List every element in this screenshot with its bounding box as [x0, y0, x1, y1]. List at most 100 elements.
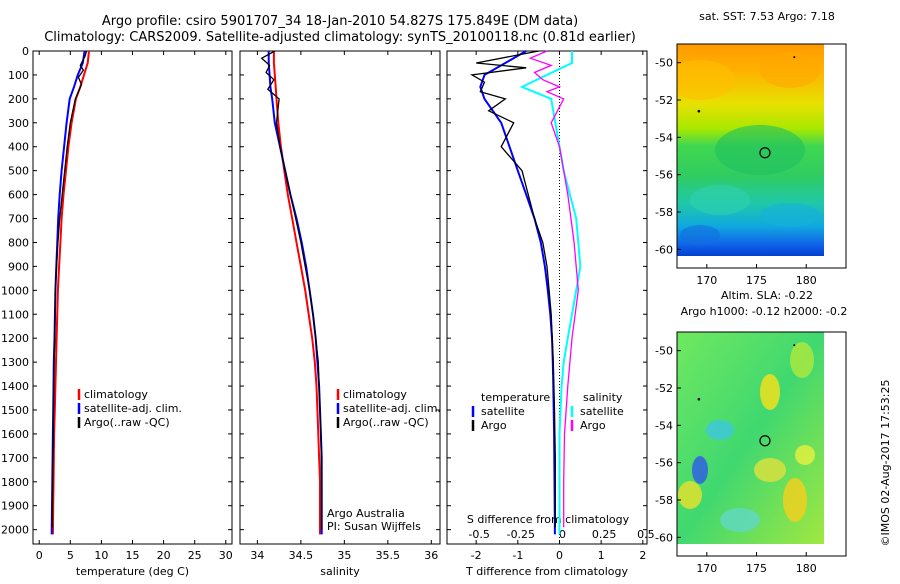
- x-axis-label: T difference from climatology: [465, 565, 628, 578]
- lon-tick-label: 175: [746, 562, 767, 575]
- lat-tick-label: -56: [655, 457, 673, 470]
- y-tick-label: 100: [8, 69, 29, 82]
- x-tick-label: 20: [157, 549, 171, 562]
- profile-panel-3: -2 -1 0 1 2 T difference from climatology -0.5…: [446, 50, 655, 578]
- map-blob: [720, 508, 760, 532]
- legend-heading-salinity: salinity: [583, 391, 623, 404]
- lat-tick-label: -50: [655, 57, 673, 70]
- x-tick-label: 10: [94, 549, 108, 562]
- lat-tick-label: -54: [655, 131, 673, 144]
- plot-frame: [32, 50, 233, 545]
- map-title: Altim. SLA: -0.22: [721, 289, 813, 302]
- s-tick-label: 0.5: [637, 528, 655, 541]
- map-texture: [678, 342, 815, 532]
- annotation-text: Argo Australia: [327, 507, 405, 520]
- y-tick-label: 1300: [1, 356, 29, 369]
- y-tick-label: 400: [8, 141, 29, 154]
- lat-tick-label: -50: [655, 345, 673, 358]
- map-panel-2: -50 -52 -54 -56 -58 -60 170 175 180 Altim. SLA: -…: [655, 289, 847, 575]
- y-tick-label: 1600: [1, 428, 29, 441]
- series-line-temperature-satellite: [479, 50, 556, 535]
- credit-text: ©IMOS 02-Aug-2017 17:53:25: [879, 380, 892, 547]
- map-subtitle: Argo h1000: -0.12 h2000: -0.2: [681, 305, 848, 318]
- s-tick-label: -0.5: [468, 528, 489, 541]
- y-tick-label: 1400: [1, 380, 29, 393]
- map-blob: [690, 185, 750, 215]
- annotation-text: PI: Susan Wijffels: [327, 520, 421, 533]
- legend-heading-temperature: temperature: [481, 391, 550, 404]
- lat-tick-label: -52: [655, 94, 673, 107]
- x-tick-label: 35: [337, 549, 351, 562]
- x-tick-label: 0: [36, 549, 43, 562]
- s-axis-label: S difference from climatology: [467, 513, 630, 526]
- series-line-argo-raw-qc-: [260, 50, 323, 530]
- x-tick-label: 30: [219, 549, 233, 562]
- map-panel-1: -50 -52 -54 -56 -58 -60 170 175 180 sat. SST: 7.5…: [655, 10, 847, 287]
- legend-label: Argo(..raw -QC): [343, 416, 429, 429]
- y-tick-label: 1200: [1, 332, 29, 345]
- lat-tick-label: -58: [655, 206, 673, 219]
- map-blob: [760, 203, 820, 227]
- lon-tick-label: 180: [796, 274, 817, 287]
- island-dot: [793, 344, 796, 347]
- map-blob: [790, 342, 814, 378]
- plot-frame: [239, 50, 441, 545]
- legend-label: Argo: [580, 419, 606, 432]
- map-texture: [677, 52, 820, 245]
- x-tick-label: 0: [556, 549, 563, 562]
- argo-location-marker: [759, 435, 771, 447]
- y-tick-label: 1000: [1, 284, 29, 297]
- lat-tick-label: -58: [655, 494, 673, 507]
- title-line2: Climatology: CARS2009. Satellite-adjuste…: [44, 30, 636, 45]
- series-line-argo-raw-qc-: [51, 50, 88, 528]
- s-tick-label: 0.25: [592, 528, 617, 541]
- legend-label: satellite-adj. clim.: [84, 402, 182, 415]
- x-tick-label: 25: [188, 549, 202, 562]
- y-tick-label: 1900: [1, 500, 29, 513]
- map-blob: [760, 52, 820, 88]
- y-tick-label: 200: [8, 93, 29, 106]
- x-tick-label: 34.5: [289, 549, 314, 562]
- series-line-climatology: [272, 51, 321, 535]
- lat-tick-label: -52: [655, 382, 673, 395]
- legend-label: Argo(..raw -QC): [84, 416, 170, 429]
- y-tick-label: 300: [8, 117, 29, 130]
- s-tick-label: 0: [559, 528, 566, 541]
- x-axis-label: salinity: [320, 565, 360, 578]
- profile-panel-1: 0100200300400500600700800900100011001200…: [1, 45, 233, 578]
- island-dot: [697, 109, 701, 113]
- x-tick-label: 15: [126, 549, 140, 562]
- argo-location-marker: [759, 147, 771, 159]
- island-dot: [793, 56, 796, 59]
- map-blob: [795, 445, 815, 465]
- map-blob: [692, 456, 708, 484]
- x-tick-label: 1: [598, 549, 605, 562]
- y-tick-label: 900: [8, 260, 29, 273]
- series-line-salinity-satellite: [519, 51, 582, 535]
- y-tick-label: 0: [22, 45, 29, 58]
- profile-panel-2: 34 34.5 35 35.5 36 salinity climatologysatelli…: [239, 50, 441, 578]
- y-tick-label: 1100: [1, 308, 29, 321]
- map-blob: [783, 478, 807, 522]
- lon-tick-label: 175: [746, 274, 767, 287]
- lat-tick-label: -54: [655, 419, 673, 432]
- map-blob: [678, 481, 702, 509]
- legend-label: climatology: [84, 388, 148, 401]
- map-title: sat. SST: 7.53 Argo: 7.18: [699, 10, 835, 23]
- title-line1: Argo profile: csiro 5901707_34 18-Jan-20…: [102, 14, 578, 29]
- legend-label: Argo: [481, 419, 507, 432]
- y-tick-label: 1700: [1, 452, 29, 465]
- x-tick-label: 36: [424, 549, 438, 562]
- legend-label: climatology: [343, 388, 407, 401]
- y-tick-label: 700: [8, 213, 29, 226]
- x-tick-label: 5: [67, 549, 74, 562]
- x-tick-label: -2: [471, 549, 482, 562]
- map-blob: [706, 420, 734, 440]
- y-tick-label: 1500: [1, 404, 29, 417]
- legend-label: satellite: [580, 405, 624, 418]
- series-line-temperature-argo: [470, 50, 556, 528]
- map-frame: [676, 331, 847, 557]
- s-tick-label: -0.25: [507, 528, 535, 541]
- y-tick-label: 2000: [1, 524, 29, 537]
